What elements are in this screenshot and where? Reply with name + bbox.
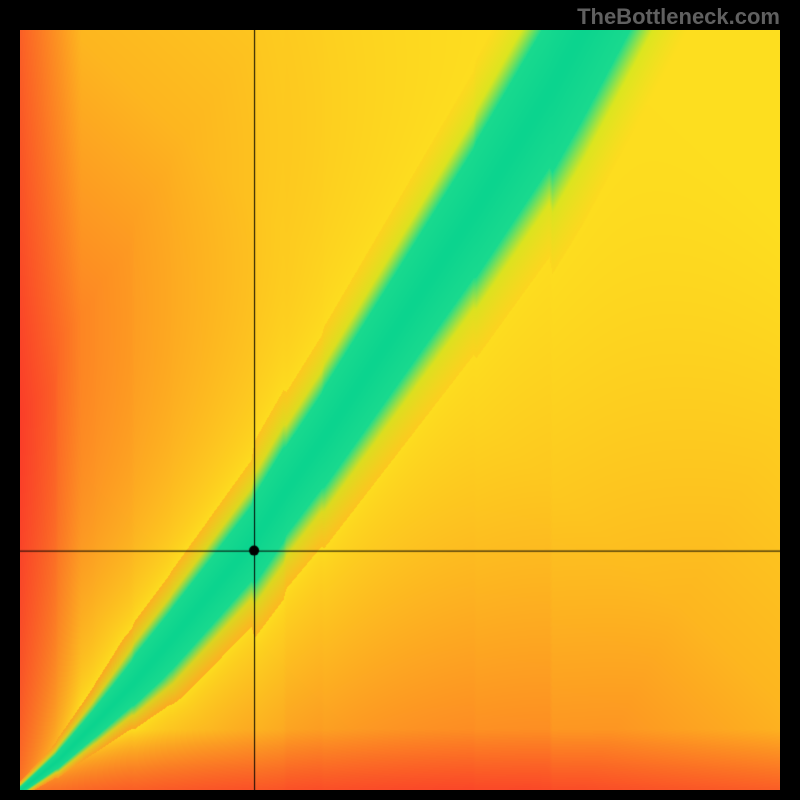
watermark-text: TheBottleneck.com [577, 4, 780, 30]
chart-container: TheBottleneck.com [0, 0, 800, 800]
heatmap-plot [20, 30, 780, 790]
heatmap-canvas [20, 30, 780, 790]
